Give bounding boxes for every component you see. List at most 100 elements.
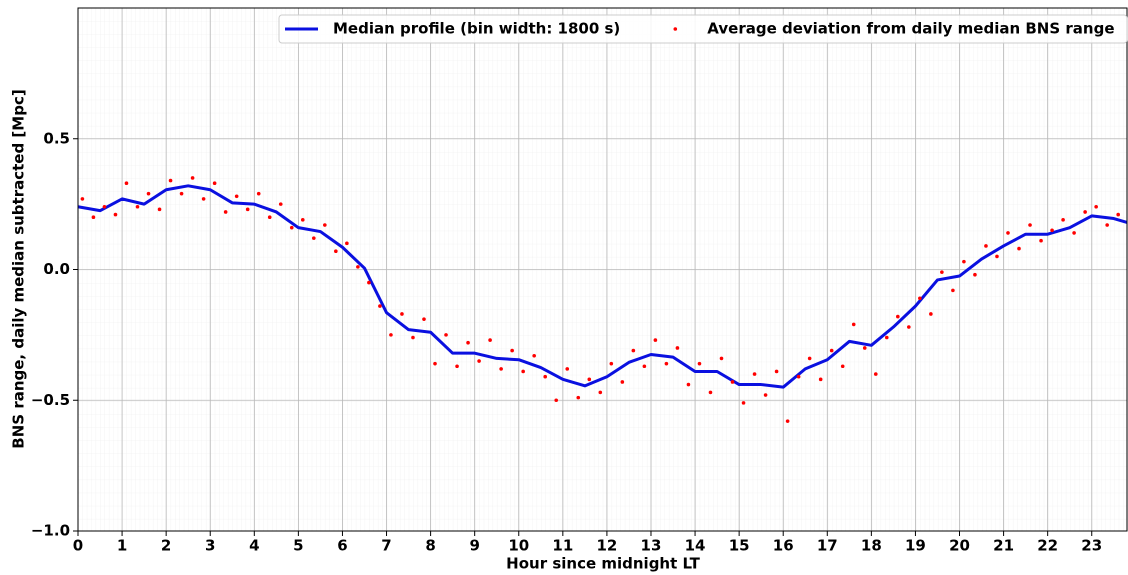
scatter-point xyxy=(179,191,184,196)
scatter-point xyxy=(653,338,658,342)
scatter-point xyxy=(532,353,536,358)
scatter-point xyxy=(124,181,129,186)
x-tick-label: 2 xyxy=(161,537,171,555)
scatter-point xyxy=(168,178,173,183)
x-axis-label: Hour since midnight LT xyxy=(506,555,700,573)
x-tick-label: 14 xyxy=(685,537,706,555)
scatter-point xyxy=(278,202,283,206)
scatter-point xyxy=(785,419,790,423)
x-tick-label: 23 xyxy=(1081,537,1102,555)
x-tick-label: 17 xyxy=(817,537,838,555)
x-tick-label: 5 xyxy=(293,537,303,555)
x-tick-label: 12 xyxy=(596,537,617,555)
scatter-point xyxy=(675,346,680,350)
scatter-point xyxy=(433,361,437,366)
scatter-point xyxy=(256,191,261,196)
scatter-point xyxy=(201,197,206,201)
legend: Median profile (bin width: 1800 s) Averag… xyxy=(278,14,1128,44)
scatter-point xyxy=(1050,228,1054,233)
scatter-point xyxy=(411,335,415,340)
scatter-point xyxy=(510,348,514,353)
x-tick-label: 22 xyxy=(1037,537,1058,555)
x-tick-label: 7 xyxy=(381,537,391,555)
scatter-point xyxy=(697,361,702,366)
scatter-point xyxy=(1006,231,1010,235)
scatter-point xyxy=(730,380,735,384)
scatter-point xyxy=(488,338,492,342)
x-tick-label: 21 xyxy=(993,537,1014,555)
legend-dot xyxy=(673,27,678,31)
scatter-point xyxy=(157,207,162,212)
scatter-point xyxy=(929,312,933,316)
legend-box xyxy=(278,14,1128,44)
scatter-point xyxy=(334,249,338,253)
scatter-point xyxy=(91,215,96,219)
scatter-point xyxy=(664,361,669,366)
x-tick-label: 6 xyxy=(337,537,347,555)
scatter-point xyxy=(1094,204,1098,209)
x-tick-label: 10 xyxy=(508,537,529,555)
scatter-point xyxy=(1017,246,1021,251)
y-axis-label: BNS range, daily median subtracted [Mpc] xyxy=(10,89,28,448)
x-tick-label: 16 xyxy=(773,537,794,555)
scatter-point xyxy=(708,390,713,395)
scatter-point xyxy=(312,236,316,240)
scatter-point xyxy=(113,212,118,217)
x-tick-label: 20 xyxy=(949,537,970,555)
scatter-point xyxy=(554,398,559,403)
scatter-point xyxy=(565,367,570,371)
scatter-point xyxy=(918,296,922,301)
x-tick-label: 19 xyxy=(905,537,926,555)
y-tick-label: 0.0 xyxy=(43,260,70,278)
scatter-point xyxy=(686,382,691,387)
x-tick-label: 4 xyxy=(249,537,259,555)
scatter-point xyxy=(896,314,900,319)
scatter-point xyxy=(323,223,327,227)
axes: 0 1 2 3 4 5 6 7 8 9 10 11 12 13 14 15 16 17 18 19 20 21 22 23−1… xyxy=(31,129,1102,554)
scatter-point xyxy=(862,346,867,350)
scatter-point xyxy=(873,372,878,376)
scatter-point xyxy=(267,215,272,219)
scatter-point xyxy=(907,325,911,329)
x-tick-label: 13 xyxy=(641,537,662,555)
scatter-point xyxy=(1061,218,1065,222)
y-tick-label: −1.0 xyxy=(31,522,70,540)
scatter-point xyxy=(444,333,448,337)
x-tick-label: 9 xyxy=(469,537,479,555)
x-tick-label: 0 xyxy=(73,537,83,555)
legend-label: Median profile (bin width: 1800 s) xyxy=(333,20,620,38)
scatter-point xyxy=(763,393,768,397)
marks xyxy=(77,176,1128,423)
scatter-point xyxy=(345,241,349,246)
scatter-point xyxy=(984,244,988,248)
scatter-point xyxy=(1072,231,1076,235)
scatter-point xyxy=(190,176,195,180)
x-tick-label: 8 xyxy=(425,537,435,555)
scatter-point xyxy=(521,369,525,374)
scatter-point xyxy=(631,348,636,353)
scatter-point xyxy=(1028,223,1032,227)
scatter-point xyxy=(642,364,647,369)
scatter-point xyxy=(807,356,812,361)
scatter-point xyxy=(400,312,404,316)
x-tick-label: 18 xyxy=(861,537,882,555)
x-tick-label: 3 xyxy=(205,537,215,555)
x-tick-label: 11 xyxy=(552,537,573,555)
scatter-point xyxy=(1039,238,1043,243)
scatter-point xyxy=(499,367,503,371)
scatter-point xyxy=(300,218,305,222)
scatter-point xyxy=(135,204,140,209)
scatter-point xyxy=(367,280,371,285)
scatter-point xyxy=(422,317,426,321)
scatter-point xyxy=(840,364,845,369)
scatter-point xyxy=(146,191,151,196)
scatter-point xyxy=(389,333,393,337)
scatter-point xyxy=(851,322,856,327)
scatter-point xyxy=(951,288,955,293)
median-line xyxy=(77,184,1128,389)
scatter-point xyxy=(576,395,581,400)
scatter-point xyxy=(973,272,977,277)
scatter-point xyxy=(356,265,360,269)
scatter-point xyxy=(587,377,592,382)
